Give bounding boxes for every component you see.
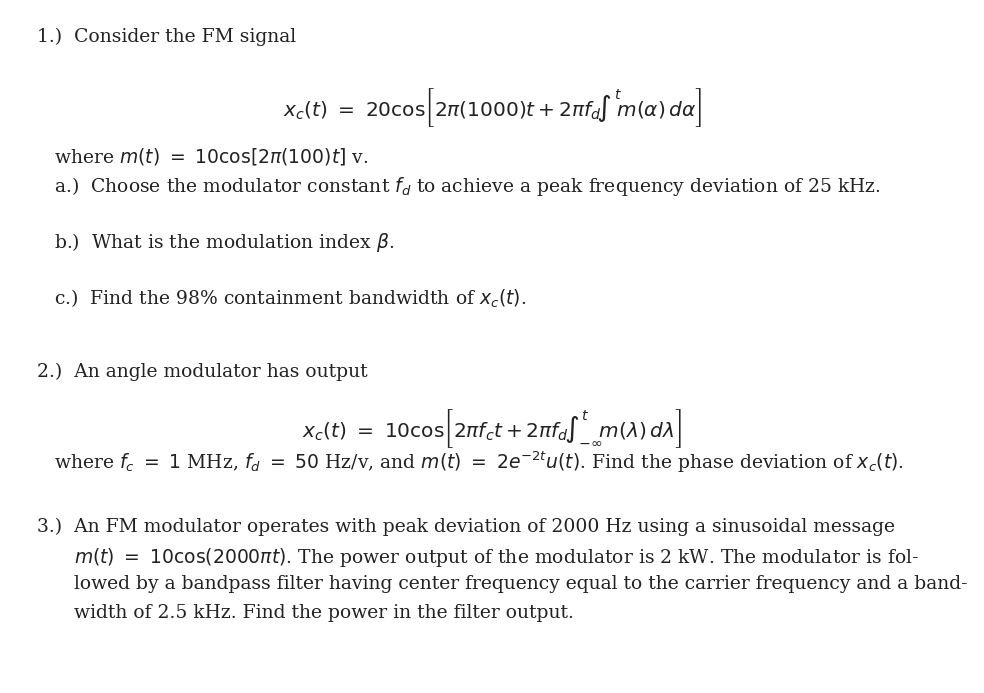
Text: c.)  Find the 98% containment bandwidth of $x_c(t)$.: c.) Find the 98% containment bandwidth o… <box>54 288 526 310</box>
Text: where $m(t) \ = \ 10\cos[2\pi(100)t]$ v.: where $m(t) \ = \ 10\cos[2\pi(100)t]$ v. <box>54 146 368 166</box>
Text: width of 2.5 kHz. Find the power in the filter output.: width of 2.5 kHz. Find the power in the … <box>74 604 574 622</box>
Text: $x_c(t) \ = \ 20\cos\!\left[2\pi(1000)t + 2\pi f_d\!\int_{}^{t}\! m(\alpha)\,d\a: $x_c(t) \ = \ 20\cos\!\left[2\pi(1000)t … <box>282 87 702 130</box>
Text: $m(t) \ = \ 10\cos(2000\pi t)$. The power output of the modulator is 2 kW. The m: $m(t) \ = \ 10\cos(2000\pi t)$. The powe… <box>74 546 919 569</box>
Text: lowed by a bandpass filter having center frequency equal to the carrier frequenc: lowed by a bandpass filter having center… <box>74 575 967 593</box>
Text: a.)  Choose the modulator constant $f_d$ to achieve a peak frequency deviation o: a.) Choose the modulator constant $f_d$ … <box>54 175 881 198</box>
Text: 3.)  An FM modulator operates with peak deviation of 2000 Hz using a sinusoidal : 3.) An FM modulator operates with peak d… <box>37 518 895 536</box>
Text: b.)  What is the modulation index $\beta$.: b.) What is the modulation index $\beta$… <box>54 231 395 254</box>
Text: where $f_c \ = \ 1$ MHz, $f_d \ = \ 50$ Hz/v, and $m(t) \ = \ 2e^{-2t}u(t)$. Fin: where $f_c \ = \ 1$ MHz, $f_d \ = \ 50$ … <box>54 449 904 475</box>
Text: 2.)  An angle modulator has output: 2.) An angle modulator has output <box>37 362 368 380</box>
Text: 1.)  Consider the FM signal: 1.) Consider the FM signal <box>37 28 296 46</box>
Text: $x_c(t) \ = \ 10\cos\!\left[2\pi f_c t + 2\pi f_d\!\int_{-\infty}^{t}\! m(\lambd: $x_c(t) \ = \ 10\cos\!\left[2\pi f_c t +… <box>302 407 682 450</box>
